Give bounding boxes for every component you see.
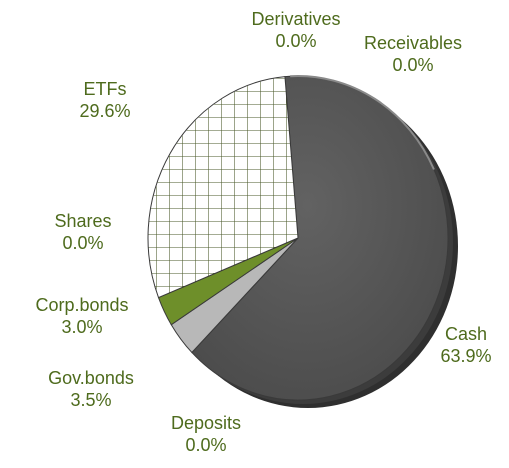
label-value: 0.0% <box>62 233 104 253</box>
label-value: 29.6% <box>79 101 131 121</box>
label-value: 0.0% <box>392 55 434 75</box>
label-value: 63.9% <box>440 346 492 366</box>
label-name: Receivables <box>363 33 463 53</box>
label-receivables: Receivables 0.0% <box>364 32 462 76</box>
label-value: 3.0% <box>61 317 103 337</box>
label-name: Deposits <box>170 413 242 433</box>
label-derivatives: Derivatives 0.0% <box>251 8 340 52</box>
label-deposits: Deposits 0.0% <box>171 412 241 456</box>
label-name: Derivatives <box>251 9 341 29</box>
slice-highlight <box>290 75 435 170</box>
label-value: 0.0% <box>275 31 317 51</box>
label-name: ETFs <box>83 79 127 99</box>
label-gov-bonds: Gov.bonds 3.5% <box>48 367 134 411</box>
slice-etfs <box>147 76 299 299</box>
label-etfs: ETFs 29.6% <box>79 78 130 122</box>
label-name: Gov.bonds <box>48 368 134 388</box>
label-shares: Shares 0.0% <box>54 210 111 254</box>
label-name: Corp.bonds <box>35 295 129 315</box>
label-value: 3.5% <box>70 390 112 410</box>
label-value: 0.0% <box>185 435 227 455</box>
label-corp-bonds: Corp.bonds 3.0% <box>35 294 128 338</box>
label-cash: Cash 63.9% <box>440 323 491 367</box>
label-name: Shares <box>54 211 112 231</box>
label-name: Cash <box>444 324 488 344</box>
pie-slices <box>147 75 449 401</box>
